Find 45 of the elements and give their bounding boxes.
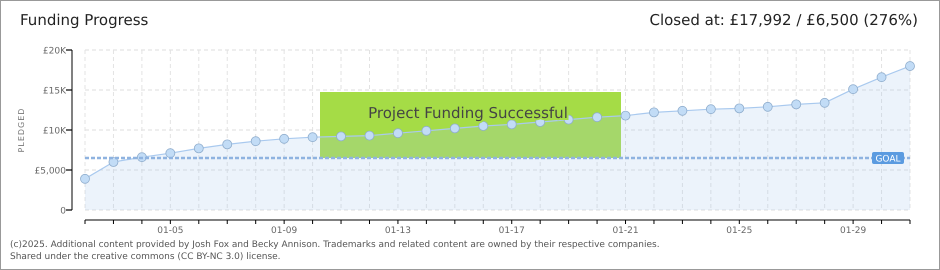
point — [905, 61, 915, 71]
point — [165, 148, 176, 158]
x-tick-label: 01-17 — [498, 226, 525, 236]
x-tick-label: 01-21 — [612, 226, 639, 236]
x-tick-label: 01-25 — [726, 226, 752, 236]
x-tick-label: 01-29 — [840, 226, 866, 236]
chart-title: Funding Progress — [20, 11, 149, 29]
point — [592, 112, 602, 122]
point — [336, 132, 346, 142]
point — [678, 106, 688, 116]
y-axis-title: PLEDGED — [17, 108, 26, 152]
x-tick-label: 01-09 — [271, 226, 298, 236]
y-tick-label: £20K — [42, 46, 68, 56]
y-tick-label: 0 — [60, 206, 66, 216]
x-tick-label: 01-05 — [157, 226, 184, 236]
point — [393, 128, 403, 138]
point — [762, 102, 773, 112]
point — [506, 120, 517, 130]
point — [848, 84, 858, 94]
point — [279, 134, 290, 144]
point — [706, 104, 716, 114]
point — [222, 140, 232, 150]
ref-line-label: GOAL — [875, 154, 901, 164]
point — [620, 110, 630, 120]
point — [364, 130, 374, 140]
y-tick-label: £15K — [42, 86, 68, 96]
point — [734, 104, 744, 114]
point — [791, 100, 802, 110]
annotation: Project Funding Successful — [368, 104, 568, 122]
point — [876, 72, 886, 82]
chart-subtitle: Closed at: £17,992 / £6,500 (276%) — [649, 11, 918, 29]
point — [194, 144, 204, 154]
point — [308, 132, 318, 142]
text: (c)2025. Additional content provided by Josh Fox and Becky Annison. Trademarks and related content are owned by their respective companies. — [10, 240, 660, 250]
point — [421, 126, 432, 136]
point — [80, 174, 90, 184]
point — [250, 136, 261, 146]
point — [478, 121, 488, 131]
point — [649, 108, 659, 118]
point — [450, 124, 460, 134]
y-tick-label: £10K — [42, 126, 68, 136]
text: Shared under the creative commons (CC BY-NC 3.0) license. — [10, 252, 281, 262]
x-tick-label: 01-13 — [384, 226, 412, 236]
point — [820, 98, 830, 108]
y-tick-label: £5,000 — [34, 166, 66, 176]
